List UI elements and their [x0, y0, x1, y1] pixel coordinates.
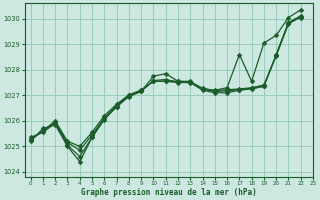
X-axis label: Graphe pression niveau de la mer (hPa): Graphe pression niveau de la mer (hPa) [81, 188, 257, 197]
